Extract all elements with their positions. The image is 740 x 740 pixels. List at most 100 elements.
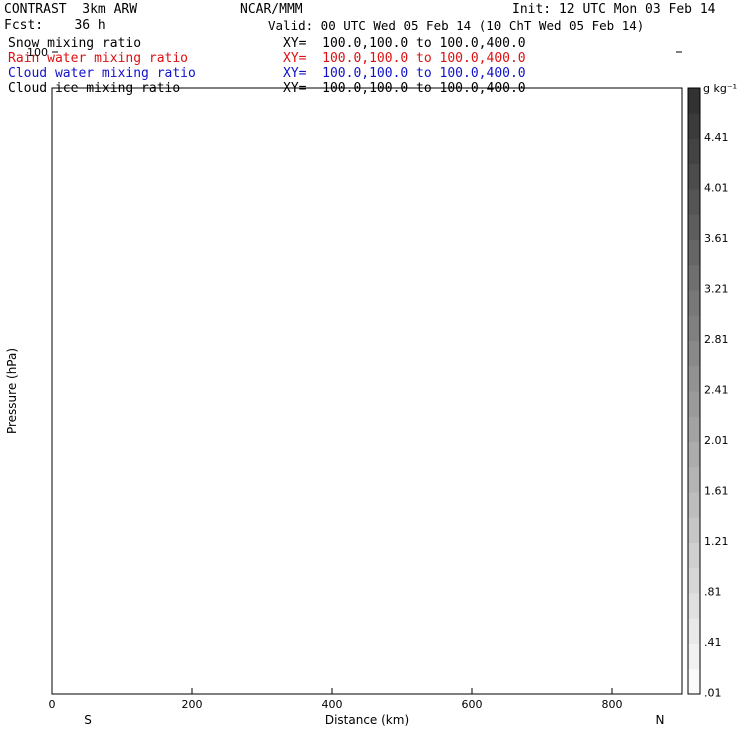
cloud-ice-contour <box>447 0 497 27</box>
model-title: CONTRAST 3km ARW <box>4 2 138 17</box>
temperature-minimum-label: -85.81 <box>645 41 677 52</box>
isotherm-line <box>52 45 682 53</box>
colorbar-tick-label: .81 <box>704 586 722 599</box>
colorbar-tick-label: 2.01 <box>704 434 729 447</box>
temperature-minimum-label: -85.36 <box>232 46 264 57</box>
x-tick-label: 200 <box>182 698 203 711</box>
colorbar-segment <box>688 567 700 594</box>
field-rain-label: Rain water mixing ratio <box>8 51 189 66</box>
cloud-ice-contour <box>332 0 388 38</box>
colorbar-segment <box>688 315 700 341</box>
maximum-label: .001 <box>547 0 569 4</box>
field-snow-label: Snow mixing ratio <box>8 36 142 51</box>
isotherm-line <box>52 34 682 42</box>
center-title: NCAR/MMM <box>240 2 303 17</box>
colorbar-segment <box>688 138 700 165</box>
colorbar-segment <box>688 290 700 316</box>
field-cloudwater-section: XY= 100.0,100.0 to 100.0,400.0 <box>283 66 526 81</box>
y-axis-label: Pressure (hPa) <box>5 348 19 434</box>
isotherm-line <box>52 24 682 32</box>
x-tick-label: 0 <box>49 698 56 711</box>
cloud-ice-contour <box>658 0 678 4</box>
x-tick-label: 600 <box>462 698 483 711</box>
colorbar-tick-label: 4.41 <box>704 131 729 144</box>
colorbar-segment <box>688 668 700 695</box>
isotherm-line <box>52 51 682 59</box>
isotherm-line <box>52 67 682 75</box>
colorbar-segment <box>688 163 700 190</box>
colorbar-segment <box>688 542 700 569</box>
valid-time: Valid: 00 UTC Wed 05 Feb 14 (10 ChT Wed … <box>268 18 645 33</box>
colorbar-segment <box>688 643 700 670</box>
colorbar-tick-label: 3.61 <box>704 232 729 245</box>
colorbar-segment <box>688 492 700 518</box>
maximum-label: .02461 <box>500 0 535 4</box>
init-time: Init: 12 UTC Mon 03 Feb 14 <box>512 2 716 17</box>
colorbar-segment <box>688 113 700 139</box>
cloud-ice-contour <box>307 0 343 26</box>
colorbar-tick-label: 1.21 <box>704 535 729 548</box>
isotherm-label: -80 <box>320 31 336 42</box>
colorbar-segment <box>688 441 700 468</box>
colorbar-frame <box>687 87 701 695</box>
isotherm-line <box>52 2 682 10</box>
maximum-marker: H <box>311 0 319 4</box>
colorbar-segment <box>688 88 700 114</box>
x-axis-label: Distance (km) <box>325 713 409 727</box>
colorbar-segment <box>688 391 700 417</box>
colorbar-segment <box>688 466 700 493</box>
colorbar-segment <box>688 517 700 543</box>
snow-plume-shading <box>389 0 459 34</box>
isotherm-line <box>52 7 682 15</box>
colorbar-segment <box>688 214 700 240</box>
colorbar-tick-label: 4.01 <box>704 182 729 195</box>
colorbar-segment <box>688 264 700 291</box>
field-snow-section: XY= 100.0,100.0 to 100.0,400.0 <box>283 36 526 51</box>
maximum-label: .00434 <box>605 0 640 9</box>
x-tick-label: 400 <box>322 698 343 711</box>
temperature-minimum-label: -72.77 <box>71 57 103 68</box>
south-label: S <box>84 713 92 727</box>
cloud-ice-contour <box>565 0 589 26</box>
colorbar-tick-label: 3.21 <box>704 283 729 296</box>
north-label: N <box>656 713 665 727</box>
cloud-ice-contour <box>622 0 666 29</box>
isotherm-line <box>52 29 682 37</box>
colorbar-tick-label: 2.41 <box>704 384 729 397</box>
maximum-marker: H <box>146 11 154 22</box>
colorbar-tick-label: .41 <box>704 636 722 649</box>
temperature-minimum-label: -87.4 <box>550 49 576 60</box>
isotherm-label: -80 <box>128 31 144 42</box>
colorbar-units-label: g kg⁻¹ <box>703 82 737 95</box>
colorbar-segment <box>688 593 700 619</box>
colorbar-tick-label: 1.61 <box>704 485 729 498</box>
colorbar-tick-label: 2.81 <box>704 333 729 346</box>
maximum-label: .00003 <box>133 23 168 34</box>
field-rain-section: XY= 100.0,100.0 to 100.0,400.0 <box>283 51 526 66</box>
temperature-minimum-label: -87.39 <box>459 41 491 52</box>
colorbar-segment <box>688 618 700 644</box>
maximum-label: .00666 <box>297 5 332 16</box>
isotherm-line <box>52 13 682 21</box>
colorbar-segment <box>688 239 700 266</box>
colorbar-segment <box>688 340 700 367</box>
isotherm-line <box>52 72 682 80</box>
isotherm-line <box>52 18 682 26</box>
plot-frame <box>51 87 683 695</box>
colorbar-tick-label: .01 <box>704 687 722 700</box>
colorbar-segment <box>688 365 700 392</box>
isotherm-line <box>52 61 682 69</box>
colorbar-segment <box>688 416 700 442</box>
snow-core-shading <box>385 0 469 49</box>
isotherm-line <box>52 56 682 64</box>
isotherm-line <box>52 40 682 48</box>
field-cloudwater-label: Cloud water mixing ratio <box>8 66 196 81</box>
colorbar-segment <box>688 189 700 215</box>
temperature-minimum-label: -88.17 <box>365 46 397 57</box>
x-tick-label: 800 <box>602 698 623 711</box>
y-tick-label: 100 <box>27 46 48 59</box>
maximum-marker: H <box>402 9 410 20</box>
forecast-hour: Fcst: 36 h <box>4 18 106 33</box>
maximum-label: .00413 <box>388 21 423 32</box>
